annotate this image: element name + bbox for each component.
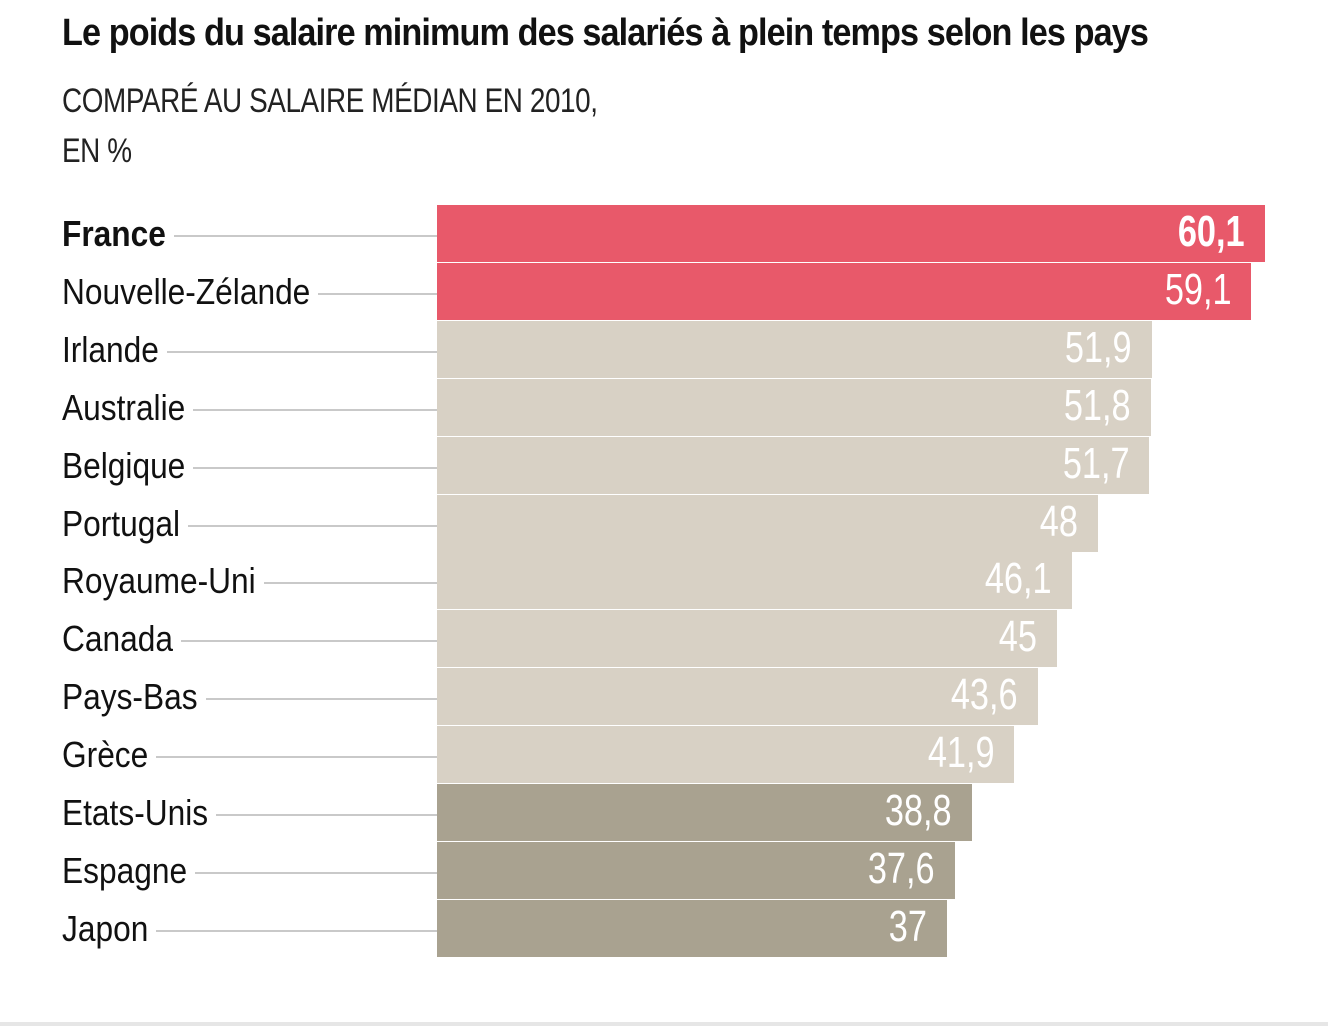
bar — [437, 436, 1150, 494]
chart-subtitle-line-2: EN % — [62, 132, 132, 170]
category-label: Espagne — [62, 849, 188, 891]
leader-line — [195, 871, 437, 874]
value-label: 41,9 — [927, 728, 995, 778]
value-label: 48 — [1040, 496, 1079, 546]
category-label: Irlande — [62, 328, 159, 370]
leader-line — [216, 814, 437, 816]
category-label: Nouvelle-Zélande — [62, 270, 311, 312]
leader-line — [180, 640, 437, 643]
category-label: Grèce — [62, 734, 149, 776]
bar-row: France 60,1 — [0, 205, 1328, 262]
bar-row: Irlande 51,9 — [0, 320, 1328, 378]
value-label: 51,8 — [1063, 380, 1131, 430]
bar — [437, 668, 1038, 726]
leader-line — [166, 350, 437, 353]
category-label: France — [62, 213, 166, 254]
leader-line — [205, 698, 437, 701]
bar-row: Etats-Unis 38,8 — [0, 784, 1328, 841]
bar — [437, 552, 1073, 610]
bar-row: Grèce 41,9 — [0, 726, 1328, 784]
bar-row: Australie 51,8 — [0, 378, 1328, 436]
bar-row: Japon 37 — [0, 899, 1328, 957]
category-label: Australie — [62, 386, 186, 428]
bottom-rule — [0, 1022, 1328, 1026]
value-label: 51,9 — [1065, 322, 1133, 372]
bar — [437, 610, 1057, 668]
bar — [437, 841, 956, 899]
bar — [437, 494, 1099, 552]
leader-line — [173, 235, 437, 237]
bar-row: Nouvelle-Zélande 59,1 — [0, 262, 1328, 320]
bar-row: Canada 45 — [0, 610, 1328, 668]
category-label: Portugal — [62, 502, 181, 544]
value-label: 38,8 — [884, 786, 952, 835]
leader-line — [193, 408, 437, 411]
value-label: 51,7 — [1062, 438, 1130, 488]
leader-line — [193, 466, 437, 469]
value-label: 46,1 — [985, 554, 1053, 604]
leader-line — [156, 929, 437, 932]
bar-row: Belgique 51,7 — [0, 436, 1328, 494]
bar — [437, 726, 1015, 784]
bar — [437, 899, 947, 957]
chart-subtitle-line-1: COMPARÉ AU SALAIRE MÉDIAN EN 2010, — [62, 82, 598, 120]
bar — [437, 784, 972, 841]
bar-row: Royaume-Uni 46,1 — [0, 552, 1328, 610]
category-label: Royaume-Uni — [62, 560, 256, 602]
bar-row: Espagne 37,6 — [0, 841, 1328, 899]
category-label: Japon — [62, 907, 149, 949]
category-label: Canada — [62, 618, 173, 660]
value-label: 59,1 — [1164, 264, 1232, 314]
chart-title: Le poids du salaire minimum des salariés… — [62, 12, 1149, 54]
value-label: 60,1 — [1178, 207, 1245, 256]
leader-line — [188, 524, 437, 527]
leader-line — [156, 756, 437, 759]
category-label: Pays-Bas — [62, 676, 198, 718]
category-label: Etats-Unis — [62, 792, 209, 833]
bar — [437, 378, 1151, 436]
bar — [437, 320, 1153, 378]
value-label: 43,6 — [950, 670, 1018, 720]
bar-row: Pays-Bas 43,6 — [0, 668, 1328, 726]
value-label: 45 — [998, 612, 1037, 662]
value-label: 37 — [888, 901, 927, 951]
value-label: 37,6 — [868, 843, 936, 893]
bar — [437, 262, 1252, 320]
category-label: Belgique — [62, 444, 186, 486]
bar — [437, 205, 1265, 262]
leader-line — [263, 582, 437, 585]
leader-line — [318, 292, 437, 295]
bar-row: Portugal 48 — [0, 494, 1328, 552]
